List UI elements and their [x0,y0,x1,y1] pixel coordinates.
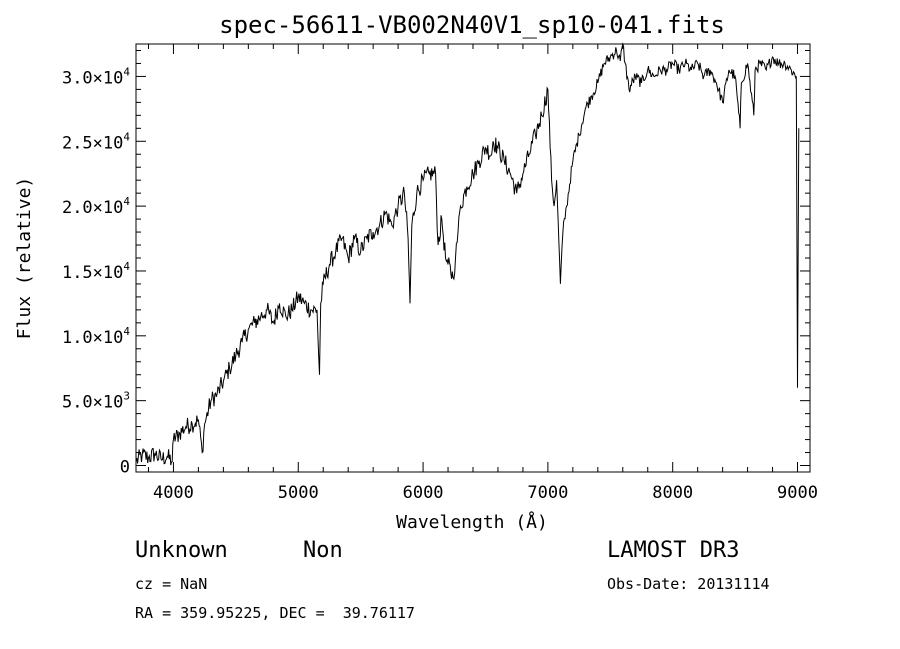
x-tick-label: 4000 [153,483,194,503]
y-tick-exponent: 4 [123,325,130,338]
y-tick-label: 1.0×104 [62,325,130,348]
obs-date: Obs-Date: 20131114 [607,575,770,593]
y-tick-mantissa: 0 [120,458,130,478]
survey-name: LAMOST DR3 [607,538,740,563]
y-tick-mantissa: 5.0×10 [62,393,123,413]
y-tick-exponent: 4 [123,260,130,273]
y-tick-exponent: 3 [123,390,130,403]
y-tick-label: 2.0×104 [62,195,130,218]
object-subclass: Non [303,538,343,563]
y-tick-label: 2.5×104 [62,130,130,153]
y-tick-exponent: 4 [123,65,130,78]
x-tick-label: 6000 [403,483,444,503]
x-tick-label: 9000 [777,483,818,503]
x-axis-label: Wavelength (Å) [396,511,548,533]
y-tick-mantissa: 1.5×10 [62,263,123,283]
y-tick-label: 3.0×104 [62,65,130,88]
chart-title: spec-56611-VB002N40V1_sp10-041.fits [219,11,725,39]
y-tick-mantissa: 3.0×10 [62,68,123,88]
x-tick-label: 7000 [527,483,568,503]
y-tick-exponent: 4 [123,195,130,208]
x-axis: 4000 5000 6000 7000 8000 9000 [147,44,818,503]
redshift-cz: cz = NaN [135,575,208,593]
ra-dec: RA = 359.95225, DEC = 39.76117 [135,604,415,622]
y-tick-label: 1.5×104 [62,260,130,283]
y-tick-mantissa: 1.0×10 [62,328,123,348]
y-tick-mantissa: 2.0×10 [62,198,123,218]
plot-frame [135,43,811,473]
y-axis-label: Flux (relative) [14,177,35,340]
x-tick-label: 5000 [278,483,319,503]
object-class: Unknown [135,538,228,563]
x-tick-label: 8000 [652,483,693,503]
y-tick-label: 5.0×103 [62,390,130,413]
y-axis: 05.0×1031.0×1041.5×1042.0×1042.5×1043.0×… [62,49,810,478]
spectrum-line [135,42,800,466]
y-tick-mantissa: 2.5×10 [62,133,123,153]
y-tick-label: 0 [120,458,130,478]
y-tick-exponent: 4 [123,130,130,143]
